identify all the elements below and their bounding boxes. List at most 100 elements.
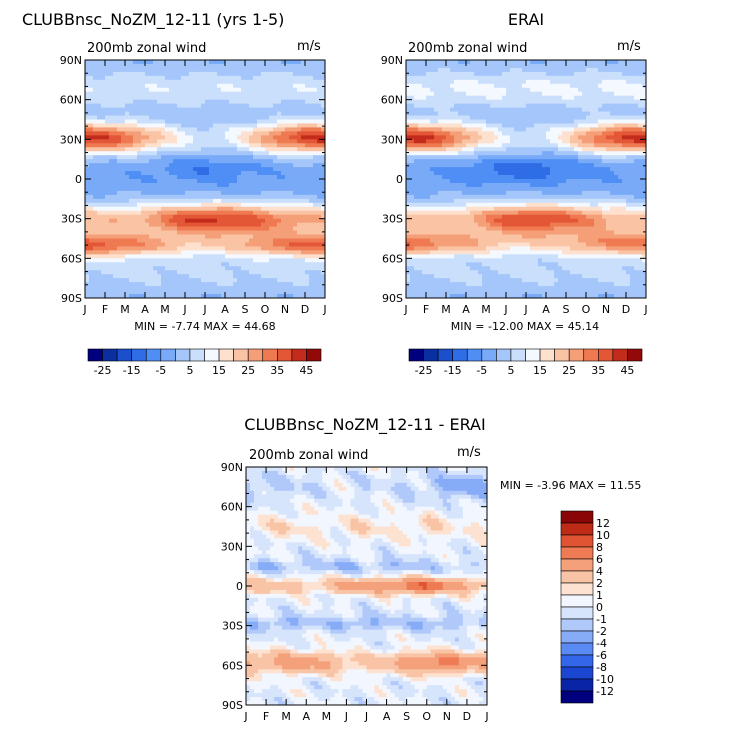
field-cell: [309, 87, 314, 93]
field-cell: [165, 67, 170, 73]
field-cell: [614, 123, 619, 128]
field-cell: [117, 115, 122, 120]
field-cell: [269, 163, 274, 168]
field-cell: [213, 95, 218, 101]
field-cell: [113, 99, 118, 104]
field-cell: [265, 238, 270, 243]
field-cell: [169, 60, 174, 65]
field-cell: [321, 127, 326, 132]
field-cell: [233, 262, 238, 267]
field-cell: [281, 99, 286, 104]
field-cell: [217, 60, 222, 65]
field-cell: [269, 194, 274, 200]
field-cell: [113, 274, 118, 279]
field-cell: [125, 167, 130, 172]
field-cell: [630, 131, 635, 136]
field-cell: [498, 131, 503, 136]
field-cell: [602, 75, 607, 81]
field-cell: [422, 135, 427, 140]
field-cell: [149, 111, 154, 116]
x-tick-label: M: [120, 303, 130, 316]
field-cell: [89, 290, 94, 295]
field-cell: [237, 250, 242, 255]
field-cell: [153, 282, 158, 287]
field-cell: [470, 103, 475, 108]
field-cell: [101, 242, 106, 247]
field-cell: [474, 67, 479, 73]
field-cell: [169, 258, 174, 263]
field-cell: [85, 87, 90, 93]
field-cell: [317, 87, 322, 93]
field-cell: [430, 107, 435, 112]
panel-model-field: [85, 60, 326, 299]
field-cell: [229, 167, 234, 172]
field-cell: [265, 278, 270, 283]
field-cell: [141, 242, 146, 247]
field-cell: [117, 127, 122, 132]
field-cell: [225, 139, 230, 144]
field-cell: [614, 119, 619, 124]
field-cell: [458, 71, 463, 77]
field-cell: [233, 190, 238, 196]
field-cell: [309, 91, 314, 97]
field-cell: [297, 278, 302, 283]
field-cell: [217, 190, 222, 196]
field-cell: [285, 107, 290, 112]
field-cell: [125, 119, 130, 124]
field-cell: [522, 107, 527, 112]
field-cell: [165, 155, 170, 160]
field-cell: [209, 234, 214, 239]
field-cell: [285, 171, 290, 176]
field-cell: [173, 67, 178, 73]
field-cell: [249, 103, 254, 108]
field-cell: [245, 87, 250, 93]
field-cell: [490, 119, 495, 124]
field-cell: [197, 198, 202, 204]
field-cell: [502, 111, 507, 116]
field-cell: [317, 103, 322, 108]
field-cell: [313, 286, 318, 291]
field-cell: [153, 175, 158, 180]
field-cell: [269, 210, 274, 216]
field-cell: [249, 119, 254, 124]
field-cell: [221, 171, 226, 176]
field-cell: [630, 103, 635, 108]
field-cell: [145, 75, 150, 81]
field-cell: [213, 63, 218, 69]
field-cell: [109, 242, 114, 247]
field-cell: [285, 103, 290, 108]
field-cell: [265, 79, 270, 85]
field-cell: [217, 218, 222, 223]
field-cell: [265, 282, 270, 287]
field-cell: [233, 87, 238, 93]
field-cell: [257, 63, 262, 69]
field-cell: [101, 60, 106, 65]
field-cell: [109, 202, 114, 208]
field-cell: [201, 103, 206, 108]
field-cell: [638, 99, 643, 104]
field-cell: [105, 103, 110, 108]
field-cell: [442, 95, 447, 101]
field-cell: [297, 111, 302, 116]
field-cell: [293, 202, 298, 208]
field-cell: [638, 131, 643, 136]
field-cell: [93, 75, 98, 81]
field-cell: [109, 60, 114, 65]
field-cell: [590, 95, 595, 101]
field-cell: [89, 179, 94, 184]
field-cell: [574, 111, 579, 116]
field-cell: [109, 143, 114, 148]
field-cell: [518, 99, 523, 104]
field-cell: [277, 83, 282, 89]
field-cell: [622, 127, 627, 132]
field-cell: [317, 226, 322, 231]
field-cell: [526, 75, 531, 81]
field-cell: [185, 230, 190, 235]
field-cell: [261, 123, 266, 128]
field-cell: [297, 258, 302, 263]
field-cell: [233, 111, 238, 116]
field-cell: [630, 127, 635, 132]
field-cell: [165, 171, 170, 176]
field-cell: [466, 111, 471, 116]
field-cell: [486, 79, 491, 85]
